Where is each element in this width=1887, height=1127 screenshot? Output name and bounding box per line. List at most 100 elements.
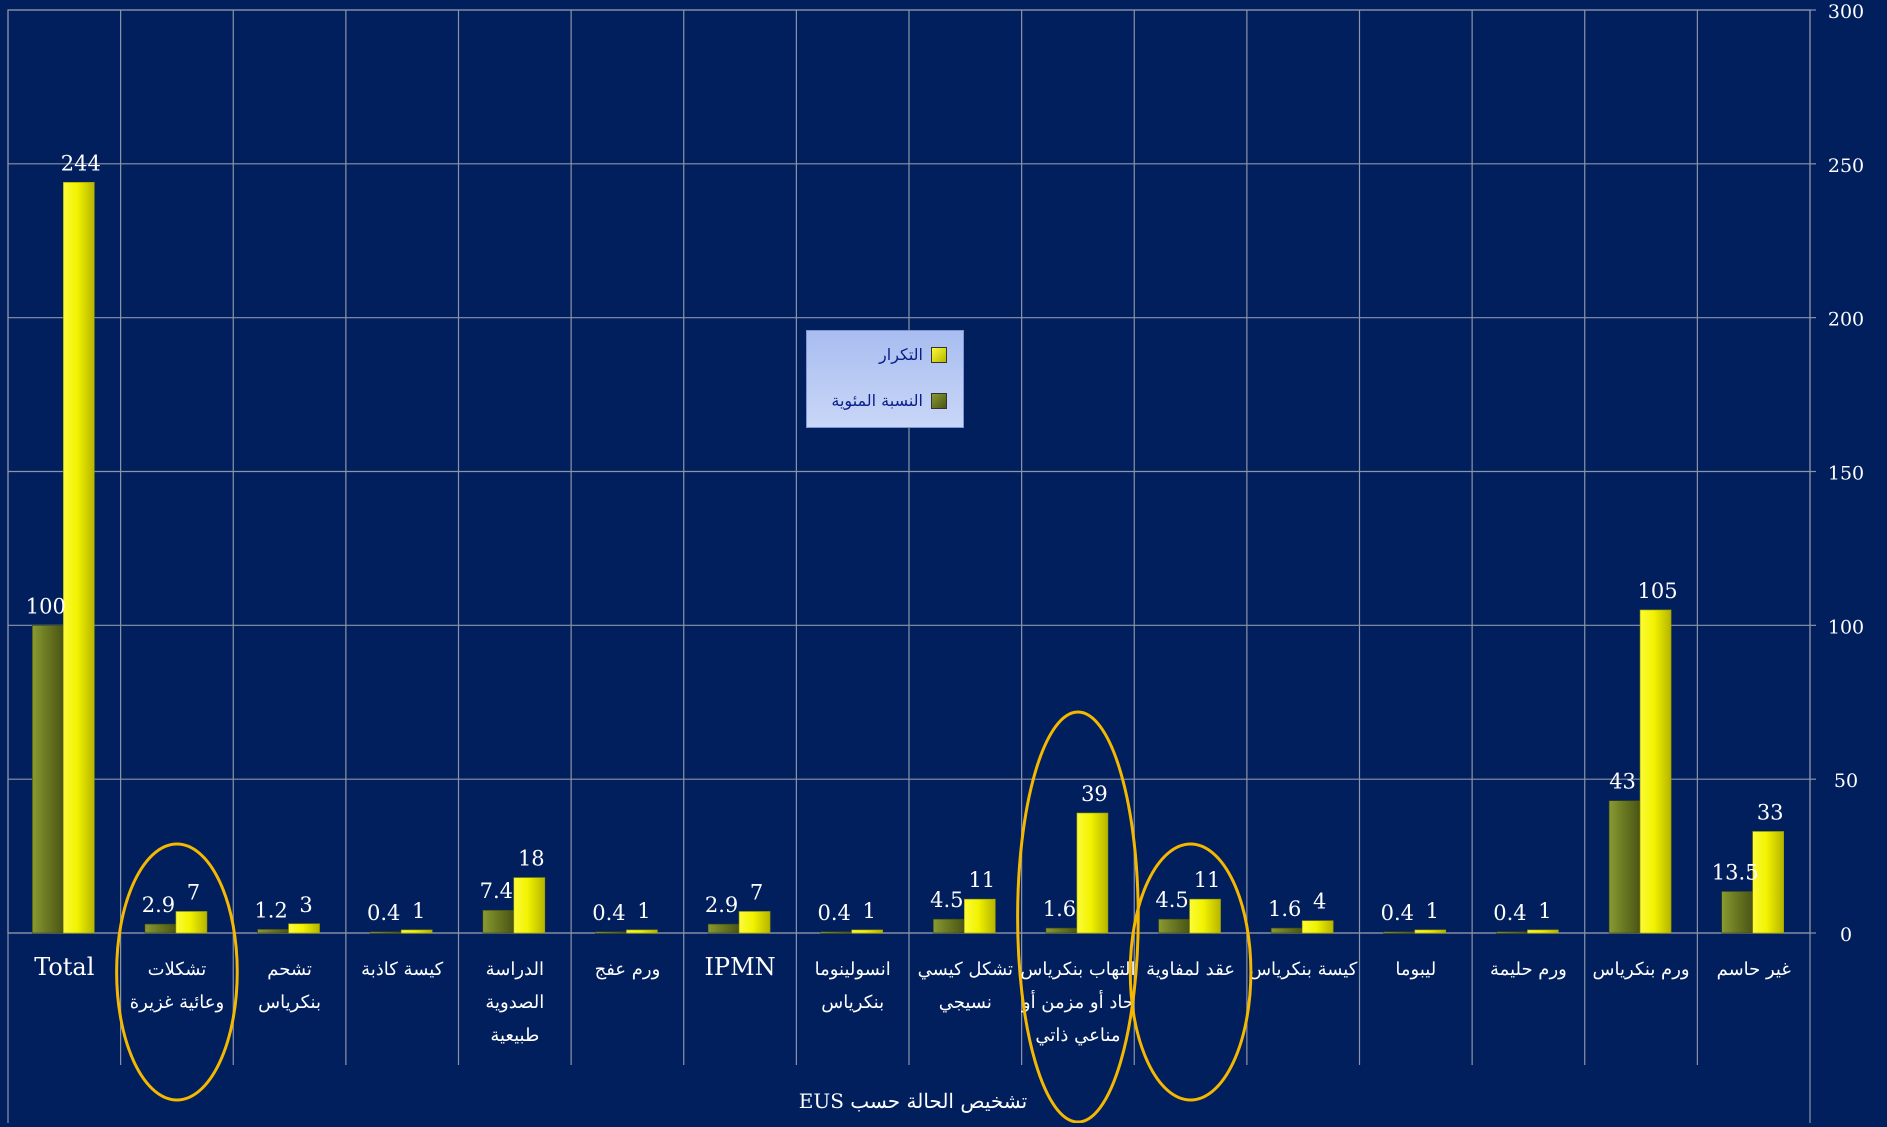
data-label-percentage: 0.4: [817, 901, 850, 925]
data-label-percentage: 0.4: [592, 901, 625, 925]
bar-frequency: [513, 877, 546, 934]
bar-percentage: [144, 923, 177, 934]
y-tick-label: 50: [1834, 770, 1858, 792]
bar-frequency: [964, 898, 996, 934]
data-label-percentage: 43: [1609, 770, 1636, 794]
data-label-percentage: 4.5: [1155, 888, 1188, 912]
x-tick-label-line: وعائية غزيرة: [130, 992, 224, 1013]
data-label-frequency: 18: [518, 847, 545, 871]
x-tick-label: الدراسة الصدوية طبيعية: [485, 959, 544, 1046]
highlight-ellipse: [1128, 842, 1253, 1102]
x-tick-label: ليبوما: [1395, 959, 1436, 980]
highlight-ellipse: [1016, 710, 1140, 1124]
bar-frequency: [738, 911, 771, 934]
bar-frequency: [175, 911, 208, 934]
data-label-frequency: 11: [1194, 868, 1221, 892]
y-tick-label: 200: [1828, 309, 1864, 331]
legend-item-percentage: النسبة المئوية: [831, 391, 947, 410]
y-tick-label: 300: [1828, 1, 1864, 23]
x-tick-label-line: طبيعية: [490, 1025, 539, 1046]
chart-legend: التكرار النسبة المئوية: [806, 330, 964, 428]
bar-percentage: [820, 931, 852, 934]
bar-frequency: [1301, 920, 1334, 934]
bar-percentage: [32, 625, 64, 934]
data-label-percentage: 2.9: [142, 893, 175, 917]
x-tick-label-line: غير حاسم: [1717, 959, 1791, 980]
x-tick-label-line: تشكلات: [148, 959, 207, 980]
x-tick-label-line: ليبوما: [1395, 959, 1436, 980]
data-label-frequency: 39: [1081, 782, 1108, 806]
data-label-frequency: 7: [187, 880, 200, 904]
x-tick-label-line: تشكل كيسي: [918, 959, 1013, 980]
x-tick-label: عقد لمفاوية: [1146, 959, 1235, 980]
bar-percentage: [369, 931, 402, 934]
data-label-percentage: 1.2: [254, 898, 287, 922]
x-tick-label-line: الصدوية: [485, 992, 544, 1013]
bar-percentage: [1383, 931, 1416, 934]
data-label-frequency: 1: [412, 899, 425, 923]
highlight-ellipse: [115, 842, 239, 1102]
data-label-percentage: 4.5: [930, 888, 963, 912]
data-label-frequency: 1: [637, 899, 650, 923]
x-tick-label: ورم حليمة: [1490, 959, 1567, 980]
x-tick-label: تشحم بنكرياس: [258, 959, 321, 1013]
data-label-percentage: 1.6: [1268, 897, 1301, 921]
data-label-percentage: 0.4: [1381, 901, 1414, 925]
data-label-frequency: 1: [1426, 899, 1439, 923]
bar-frequency: [400, 929, 433, 934]
x-tick-label: IPMN: [704, 953, 775, 981]
legend-swatch-frequency: [931, 346, 947, 363]
x-tick-label-line: ورم عفج: [595, 959, 661, 980]
x-tick-label: انسولينوما بنكرياس: [815, 959, 891, 1013]
data-label-percentage: 7.4: [480, 879, 513, 903]
x-tick-label: ورم عفج: [595, 959, 661, 980]
x-tick-label-line: بنكرياس: [258, 992, 321, 1013]
data-label-percentage: 0.4: [1493, 901, 1526, 925]
data-label-frequency: 1: [863, 899, 876, 923]
legend-swatch-percentage: [931, 392, 947, 409]
y-tick-label: 150: [1828, 463, 1864, 485]
data-label-frequency: 244: [61, 151, 101, 175]
bar-percentage: [1496, 931, 1528, 934]
bar-frequency: [1527, 929, 1559, 934]
bar-frequency: [63, 181, 95, 934]
x-tick-label: غير حاسم: [1717, 959, 1791, 980]
data-label-percentage: 13.5: [1712, 860, 1759, 884]
x-tick-label-line: حاد أو مزمن أو: [1021, 990, 1134, 1013]
x-tick-label-line: Total: [34, 953, 94, 981]
x-tick-label-line: نسيجي: [939, 992, 992, 1013]
bar-percentage: [1270, 927, 1303, 934]
x-tick-label-line: كيسة بنكرياس: [1249, 959, 1358, 980]
x-tick-label-line: انسولينوما: [815, 959, 891, 980]
bar-frequency: [1076, 812, 1109, 934]
data-label-frequency: 33: [1757, 800, 1784, 824]
data-label-frequency: 3: [299, 893, 312, 917]
data-label-frequency: 7: [750, 880, 763, 904]
x-tick-label: التهاب بنكرياس حاد أو مزمن أو مناعي ذاتي: [1020, 959, 1135, 1046]
bar-percentage: [482, 909, 515, 934]
data-label-frequency: 11: [968, 868, 995, 892]
bar-percentage: [595, 931, 627, 934]
bar-percentage: [1721, 891, 1753, 934]
x-tick-label-line: IPMN: [704, 953, 775, 981]
bar-percentage: [1608, 800, 1641, 934]
x-tick-label: تشكلات وعائية غزيرة: [130, 959, 224, 1013]
data-label-percentage: 1.6: [1043, 897, 1076, 921]
bar-percentage: [707, 923, 740, 934]
x-tick-label: كيسة كاذبة: [361, 959, 444, 980]
bar-frequency: [1414, 929, 1447, 934]
legend-item-frequency: التكرار: [879, 345, 947, 364]
x-tick-label-line: بنكرياس: [821, 992, 884, 1013]
x-tick-label-line: تشحم: [267, 959, 312, 980]
bar-percentage: [933, 918, 965, 934]
x-tick-label-line: عقد لمفاوية: [1146, 959, 1235, 980]
x-tick-label-line: ورم حليمة: [1490, 959, 1567, 980]
x-tick-label-line: الدراسة: [486, 959, 544, 980]
bar-frequency: [851, 929, 883, 934]
bar-frequency: [626, 929, 658, 934]
bar-percentage: [257, 929, 289, 934]
bar-frequency: [1639, 609, 1672, 934]
x-tick-label: تشكل كيسي نسيجي: [918, 959, 1013, 1013]
